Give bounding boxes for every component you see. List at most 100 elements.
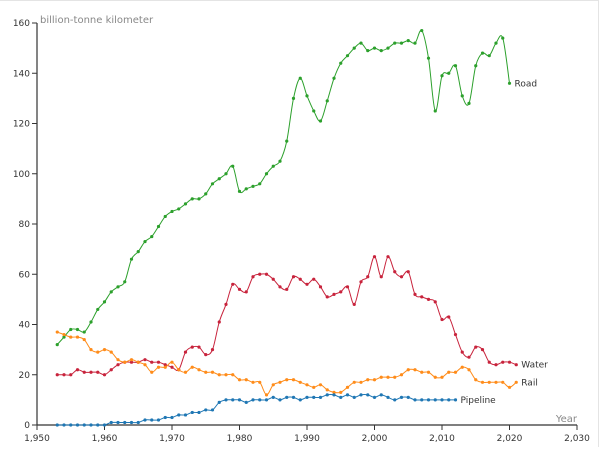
data-point-pipeline	[285, 395, 289, 399]
data-point-pipeline	[258, 398, 262, 402]
data-point-road	[210, 182, 215, 186]
data-point-pipeline	[420, 398, 424, 402]
x-tick-label: 2,010	[429, 434, 455, 444]
data-point-water	[467, 355, 471, 359]
data-point-pipeline	[96, 423, 100, 427]
data-point-water	[440, 317, 444, 322]
data-point-road	[123, 280, 127, 284]
data-point-water	[359, 280, 363, 284]
data-point-water	[507, 360, 512, 364]
data-point-road	[420, 28, 424, 33]
data-point-road	[129, 257, 134, 261]
data-point-water	[372, 255, 377, 259]
data-point-water	[156, 360, 161, 364]
data-point-road	[298, 76, 302, 80]
data-point-road	[393, 41, 397, 45]
data-point-rail	[501, 380, 505, 384]
data-point-rail	[102, 348, 107, 352]
data-point-water	[163, 363, 167, 367]
data-point-road	[460, 94, 464, 98]
data-point-water	[352, 302, 356, 306]
data-point-rail	[244, 378, 248, 382]
data-point-water	[210, 348, 215, 352]
data-point-road	[474, 64, 478, 68]
data-point-rail	[217, 373, 221, 377]
data-point-water	[325, 295, 329, 299]
data-point-rail	[69, 335, 73, 339]
data-point-rail	[399, 373, 404, 377]
y-tick-label: 20	[19, 371, 31, 381]
data-point-road	[339, 61, 343, 65]
data-point-pipeline	[332, 393, 336, 397]
series-line-rail	[57, 331, 517, 396]
data-point-road	[258, 182, 262, 186]
data-point-water	[102, 373, 107, 377]
data-point-pipeline	[177, 413, 181, 417]
data-point-road	[170, 209, 174, 214]
data-point-rail	[339, 390, 343, 394]
data-point-road	[305, 94, 309, 98]
data-point-rail	[426, 370, 431, 374]
data-point-water	[393, 270, 397, 274]
data-point-road	[291, 96, 296, 100]
data-point-water	[237, 287, 242, 291]
data-point-pipeline	[231, 398, 235, 402]
data-point-pipeline	[69, 423, 73, 427]
data-point-water	[494, 363, 498, 367]
data-point-pipeline	[447, 398, 451, 402]
data-point-road	[386, 46, 390, 50]
data-point-water	[190, 345, 194, 349]
data-point-rail	[251, 380, 255, 384]
data-point-rail	[440, 375, 444, 379]
data-point-pipeline	[210, 408, 215, 412]
data-point-rail	[298, 380, 302, 384]
data-point-rail	[62, 332, 66, 337]
data-point-water	[312, 277, 316, 281]
data-point-road	[352, 46, 356, 50]
data-point-road	[96, 307, 100, 312]
y-tick-label: 120	[13, 120, 30, 130]
data-point-rail	[467, 368, 471, 372]
data-point-pipeline	[312, 395, 316, 399]
data-point-water	[89, 370, 93, 374]
data-point-road	[345, 54, 350, 58]
data-point-water	[318, 285, 323, 289]
axes: 0 20 40 60 80 100 120 140 160 1,950 1,960 1,970 1,98…	[13, 19, 590, 444]
data-point-pipeline	[264, 398, 269, 402]
data-point-water	[170, 365, 174, 369]
data-point-road	[413, 41, 417, 45]
data-point-pipeline	[305, 395, 309, 399]
data-point-pipeline	[379, 393, 383, 397]
data-point-road	[177, 207, 181, 211]
data-point-road	[136, 250, 140, 254]
data-point-rail	[156, 365, 161, 369]
data-point-road	[163, 214, 167, 219]
data-point-rail	[123, 360, 127, 364]
data-point-water	[231, 282, 235, 286]
data-point-water	[129, 360, 134, 364]
data-point-road	[332, 76, 336, 80]
data-point-road	[501, 36, 505, 40]
data-point-road	[285, 139, 289, 143]
data-point-rail	[82, 337, 86, 342]
data-point-road	[224, 172, 228, 176]
data-point-road	[453, 64, 458, 68]
data-point-rail	[190, 365, 194, 369]
y-tick-label: 0	[24, 421, 30, 431]
data-point-rail	[163, 365, 167, 369]
data-point-water	[379, 275, 383, 279]
data-point-road	[89, 320, 93, 324]
data-point-road	[433, 109, 437, 113]
data-point-road	[399, 41, 404, 45]
data-point-rail	[420, 370, 424, 374]
data-point-rail	[75, 335, 80, 339]
data-point-road	[359, 41, 363, 45]
data-point-pipeline	[190, 410, 194, 415]
data-point-road	[237, 189, 242, 193]
data-point-road	[467, 101, 471, 105]
data-point-road	[312, 109, 316, 113]
data-point-rail	[352, 380, 356, 384]
data-point-rail	[507, 385, 512, 389]
data-point-water	[271, 277, 275, 281]
series-label-rail: Rail	[521, 378, 538, 388]
